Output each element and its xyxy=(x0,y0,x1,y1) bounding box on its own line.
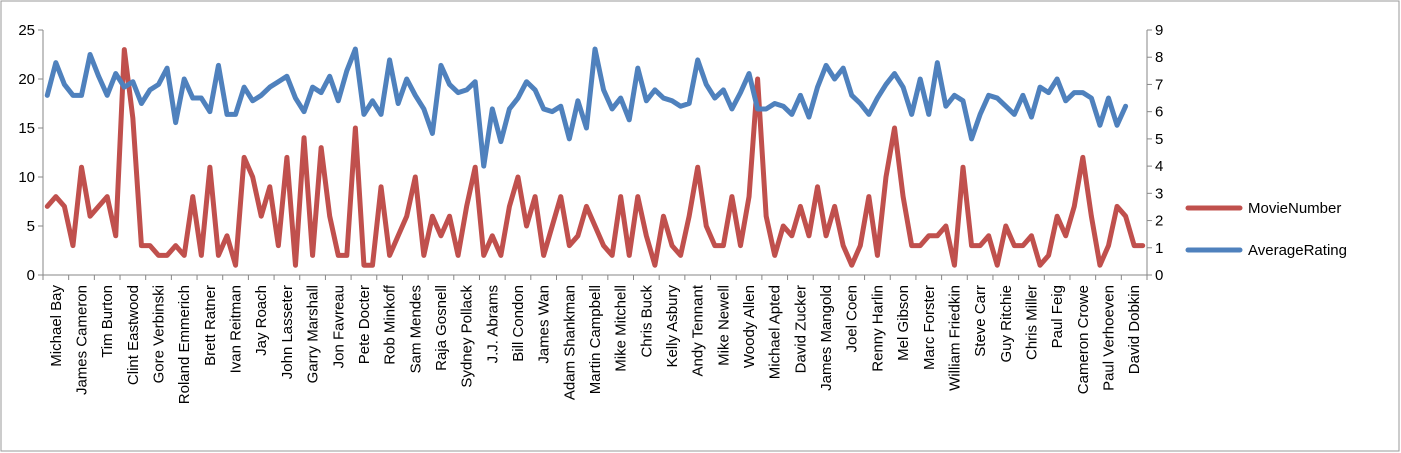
x-tick-label: Cameron Crowe xyxy=(1075,285,1092,394)
x-tick-label: Sam Mendes xyxy=(407,285,424,373)
x-tick-label: Marc Forster xyxy=(921,285,938,370)
y-tick-label-right: 3 xyxy=(1155,185,1163,202)
x-tick-label: Pete Docter xyxy=(356,285,373,364)
x-tick-label: Guy Ritchie xyxy=(998,285,1015,363)
x-tick-label: Jay Roach xyxy=(253,285,270,356)
y-tick-label-right: 4 xyxy=(1155,158,1163,175)
x-tick-label: Bill Condon xyxy=(510,285,527,362)
y-tick-label-left: 0 xyxy=(27,267,35,284)
x-tick-label: Andy Tennant xyxy=(690,284,707,376)
x-tick-label: Chris Buck xyxy=(638,285,655,358)
x-tick-label: Clint Eastwood xyxy=(125,285,142,385)
y-tick-label-left: 20 xyxy=(18,71,35,88)
x-tick-label: Steve Carr xyxy=(972,285,989,357)
y-tick-label-right: 5 xyxy=(1155,131,1163,148)
x-tick-label: John Lasseter xyxy=(279,285,296,379)
x-tick-label: Woody Allen xyxy=(741,285,758,368)
y-axis-left: 0 5 10 15 20 25 xyxy=(18,22,44,284)
x-axis: Michael Bay James Cameron Tim Burton Clint … xyxy=(42,274,1148,404)
x-tick-label: Roland Emmerich xyxy=(176,285,193,404)
x-tick-label: J.J. Abrams xyxy=(484,285,501,363)
x-tick-label: Michael Apted xyxy=(767,285,784,379)
y-tick-label-right: 6 xyxy=(1155,104,1163,121)
legend-label-averagerating: AverageRating xyxy=(1248,242,1347,259)
legend: MovieNumber AverageRating xyxy=(1185,200,1347,259)
series-line-movienumber xyxy=(44,47,1146,268)
x-tick-label: Garry Marshall xyxy=(305,285,322,383)
x-tick-label: Renny Harlin xyxy=(869,285,886,372)
x-tick-label: William Friedkin xyxy=(946,285,963,391)
x-tick-label: Chris Miller xyxy=(1023,285,1040,360)
x-tick-label: Raja Gosnell xyxy=(433,285,450,371)
x-tick-label: Brett Ratner xyxy=(202,285,219,366)
x-tick-label: Kelly Asbury xyxy=(664,285,681,368)
x-tick-label: Michael Bay xyxy=(48,285,65,367)
x-tick-label: James Mangold xyxy=(818,285,835,391)
y-tick-label-left: 15 xyxy=(18,120,35,137)
x-tick-label: Tim Burton xyxy=(99,285,116,358)
y-tick-label-right: 1 xyxy=(1155,240,1163,257)
x-tick-label: Mike Mitchell xyxy=(613,285,630,372)
x-tick-label: Jon Favreau xyxy=(330,285,347,368)
y-tick-label-right: 8 xyxy=(1155,49,1163,66)
y-tick-label-right: 7 xyxy=(1155,76,1163,93)
x-tick-label: James Wan xyxy=(536,285,553,364)
y-tick-label-right: 9 xyxy=(1155,22,1163,39)
x-tick-label: Rob Minkoff xyxy=(382,284,399,365)
x-tick-label: Martin Campbell xyxy=(587,285,604,394)
y-tick-label-left: 10 xyxy=(18,169,35,186)
x-tick-label: Adam Shankman xyxy=(561,285,578,400)
x-tick-label: David Dobkin xyxy=(1126,285,1143,374)
x-tick-label: Ivan Reitman xyxy=(228,285,245,373)
y-tick-label-right: 2 xyxy=(1155,213,1163,230)
x-tick-label: Mike Newell xyxy=(715,285,732,366)
x-tick-label: Paul Feig xyxy=(1049,285,1066,348)
x-tick-label: David Zucker xyxy=(792,285,809,373)
y-tick-label-left: 5 xyxy=(27,218,35,235)
x-tick-label: Sydney Pollack xyxy=(459,285,476,388)
legend-label-movienumber: MovieNumber xyxy=(1248,200,1341,217)
y-tick-label-left: 25 xyxy=(18,22,35,39)
y-axis-right: 0 1 2 3 4 5 6 7 8 9 xyxy=(1146,22,1163,284)
x-tick-label: Joel Coen xyxy=(844,285,861,353)
x-tick-label: James Cameron xyxy=(74,285,91,395)
x-tick-label: Paul Verhoeven xyxy=(1100,285,1117,391)
series-layer xyxy=(44,46,1146,268)
series-line-averagerating xyxy=(44,46,1129,169)
x-tick-label: Mel Gibson xyxy=(895,285,912,361)
y-tick-label-right: 0 xyxy=(1155,267,1163,284)
x-tick-label: Gore Verbinski xyxy=(151,285,168,383)
